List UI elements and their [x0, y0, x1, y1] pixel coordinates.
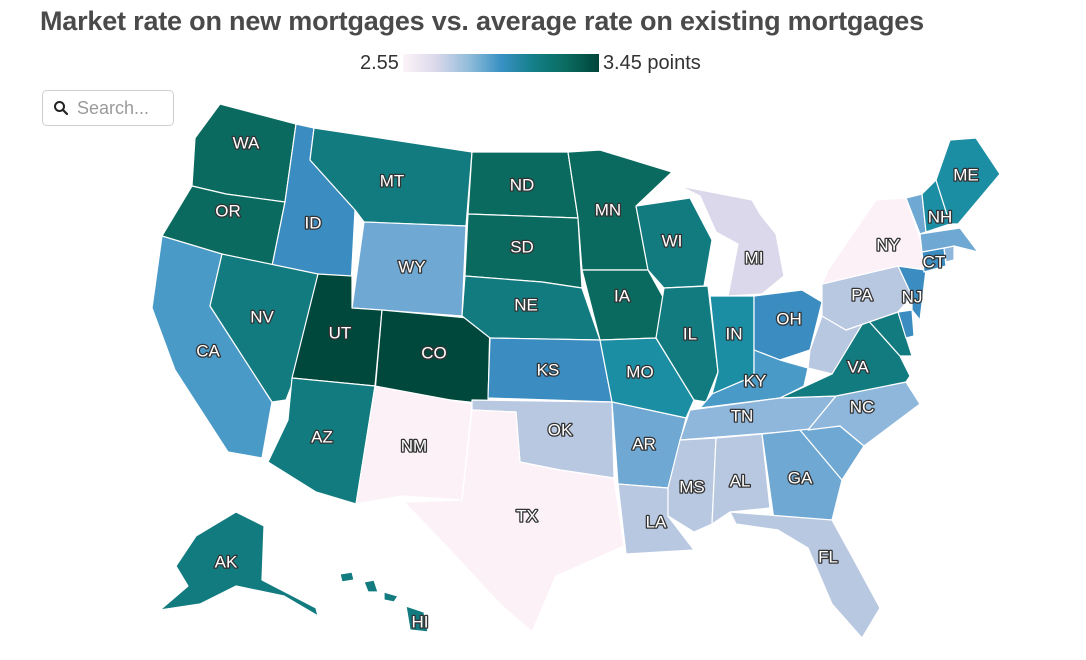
state-label-AL: AL [730, 471, 751, 490]
state-label-AK: AK [215, 552, 238, 571]
state-LA[interactable] [617, 483, 695, 555]
state-RI[interactable] [943, 245, 955, 263]
state-label-MO: MO [626, 362, 653, 381]
state-FL[interactable] [729, 511, 881, 639]
state-label-NM: NM [401, 436, 427, 455]
legend-gradient-bar [402, 54, 599, 72]
state-label-SD: SD [510, 237, 534, 256]
state-AL[interactable] [711, 433, 771, 525]
search-input[interactable] [75, 96, 171, 120]
state-label-CO: CO [421, 343, 447, 362]
state-label-IA: IA [614, 286, 631, 305]
state-label-MT: MT [380, 171, 405, 190]
search-box[interactable] [42, 90, 174, 126]
state-GA[interactable] [761, 429, 843, 521]
state-label-NH: NH [928, 207, 953, 226]
state-label-TX: TX [516, 506, 538, 525]
state-label-IL: IL [683, 324, 697, 343]
state-MI[interactable] [679, 185, 785, 297]
state-label-WA: WA [233, 133, 260, 152]
state-label-WI: WI [662, 231, 683, 250]
map-title: Market rate on new mortgages vs. average… [40, 6, 924, 36]
state-label-KY: KY [744, 371, 767, 390]
state-label-MN: MN [595, 200, 621, 219]
state-label-ME: ME [953, 165, 979, 184]
state-label-HI: HI [412, 612, 429, 631]
state-label-WY: WY [398, 257, 425, 276]
state-label-OH: OH [776, 309, 802, 328]
state-label-AZ: AZ [311, 427, 333, 446]
state-label-PA: PA [851, 285, 873, 304]
color-legend: 2.55 3.45 points [360, 52, 701, 74]
search-icon [54, 101, 69, 116]
state-label-FL: FL [818, 547, 838, 566]
state-ME[interactable] [935, 137, 1001, 225]
state-DE[interactable] [897, 309, 915, 339]
state-MA[interactable] [919, 227, 979, 253]
state-label-IN: IN [726, 324, 743, 343]
state-label-VA: VA [847, 357, 869, 376]
state-label-KS: KS [537, 360, 560, 379]
state-HI[interactable] [339, 571, 429, 633]
state-label-MS: MS [679, 477, 705, 496]
state-label-UT: UT [329, 323, 352, 342]
state-NM[interactable] [355, 385, 473, 505]
state-label-OR: OR [215, 201, 241, 220]
state-label-NV: NV [250, 307, 274, 326]
state-label-OK: OK [548, 420, 573, 439]
state-AK[interactable] [159, 511, 319, 617]
state-label-NC: NC [850, 397, 875, 416]
state-MO[interactable] [599, 337, 695, 419]
state-label-GA: GA [788, 468, 813, 487]
state-label-AR: AR [632, 434, 656, 453]
state-label-NE: NE [514, 295, 538, 314]
state-label-MI: MI [745, 248, 764, 267]
state-label-NJ: NJ [902, 287, 923, 306]
state-WA[interactable] [191, 103, 297, 203]
state-TX[interactable] [403, 409, 625, 633]
state-label-LA: LA [646, 512, 667, 531]
state-label-CA: CA [196, 341, 220, 360]
state-label-TN: TN [731, 406, 754, 425]
legend-min-label: 2.55 [360, 51, 399, 74]
legend-max-label: 3.45 points [602, 51, 701, 74]
state-label-CT: CT [923, 252, 946, 271]
state-label-ID: ID [305, 213, 322, 232]
state-label-ND: ND [510, 175, 535, 194]
state-label-NY: NY [876, 235, 900, 254]
